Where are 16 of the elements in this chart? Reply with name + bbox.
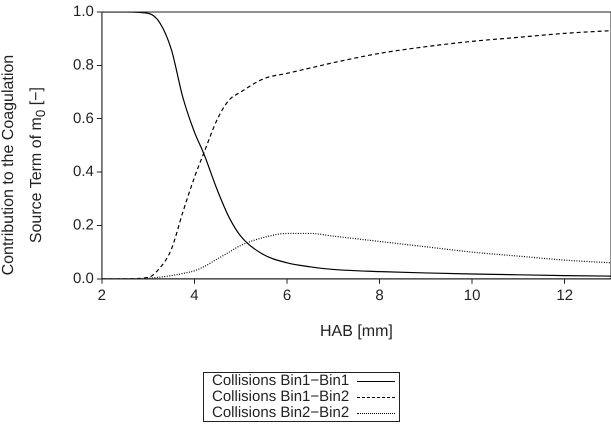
legend-label: Collisions Bin1−Bin1 (212, 372, 350, 389)
y-tick-label: 1.0 (72, 3, 94, 20)
x-tick-label: 12 (556, 286, 574, 304)
y-tick-label: 0.6 (72, 110, 94, 127)
x-tick-label: 10 (464, 286, 480, 304)
y-tick-label: 0.0 (72, 270, 94, 287)
x-axis-title: HAB [mm] (320, 322, 393, 340)
y-tick-label: 0.8 (72, 56, 94, 74)
legend-label: Collisions Bin2−Bin2 (212, 404, 350, 421)
x-tick-label: 8 (375, 286, 384, 304)
x-tick-label: 2 (98, 286, 106, 304)
y-tick-label: 0.2 (72, 216, 94, 234)
y-tick-label: 0.4 (72, 163, 94, 180)
x-tick-label: 4 (190, 286, 199, 304)
legend-label: Collisions Bin1−Bin2 (212, 388, 350, 405)
x-tick-label: 6 (282, 286, 292, 304)
